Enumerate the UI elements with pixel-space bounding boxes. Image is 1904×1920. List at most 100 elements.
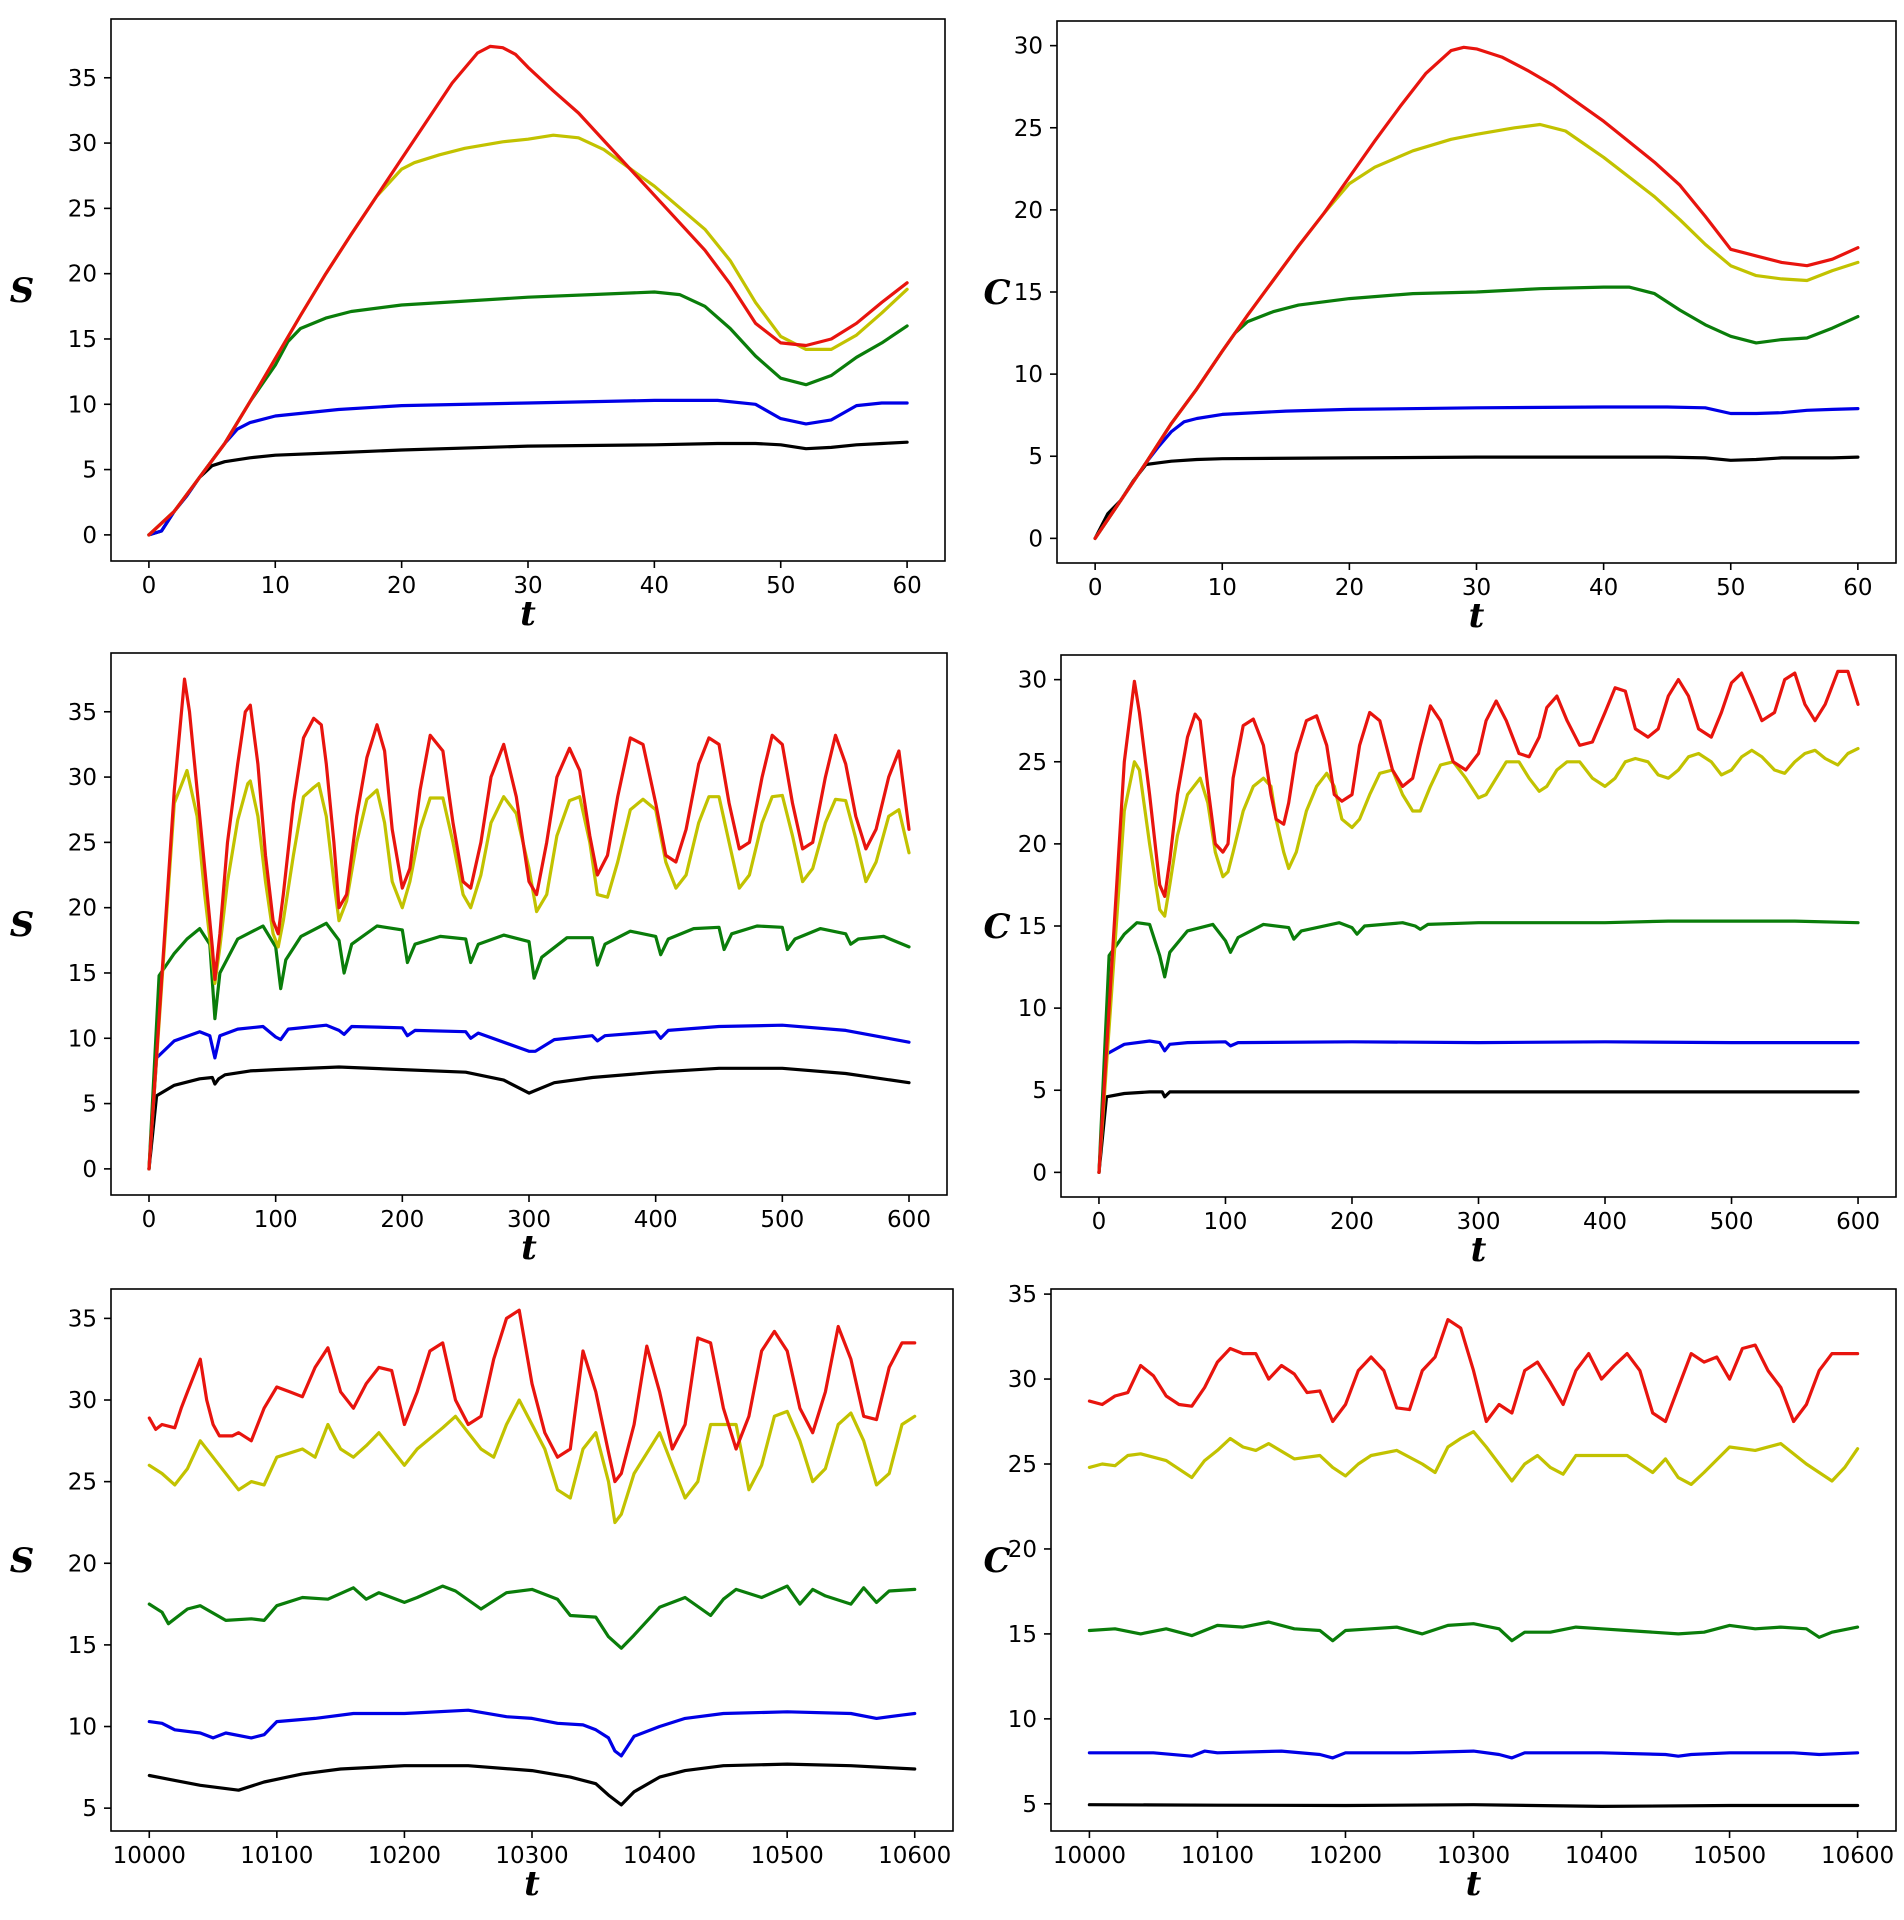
x-tick-label: 60 — [1843, 575, 1872, 601]
series-line-yellow — [1097, 746, 1860, 1175]
y-tick-label: 5 — [82, 458, 97, 484]
y-tick-label: 25 — [1008, 1452, 1037, 1478]
y-axis-label: C — [983, 273, 1010, 313]
series-group — [1093, 45, 1860, 541]
y-tick-label: 25 — [1018, 750, 1047, 776]
y-tick-label: 35 — [68, 66, 97, 92]
series-line-green — [1097, 919, 1860, 1175]
y-axis-label: C — [983, 1541, 1010, 1581]
series-line-red — [147, 1308, 917, 1484]
x-tick-label: 200 — [380, 1207, 424, 1233]
x-axis-label: t — [521, 1228, 537, 1268]
x-tick-label: 20 — [1335, 575, 1364, 601]
series-group — [147, 1308, 917, 1807]
series-line-green — [147, 921, 911, 1171]
x-tick-label: 0 — [1092, 1209, 1107, 1235]
y-tick-label: 15 — [1008, 1622, 1037, 1648]
y-tick-label: 0 — [1032, 1160, 1047, 1186]
x-axis-label: t — [1469, 596, 1485, 636]
series-line-yellow — [147, 768, 911, 1171]
series-line-black — [147, 1762, 917, 1807]
x-tick-label: 600 — [1836, 1209, 1880, 1235]
y-tick-label: 30 — [68, 131, 97, 157]
y-tick-label: 20 — [1008, 1537, 1037, 1563]
x-tick-label: 10400 — [1565, 1843, 1638, 1869]
y-tick-label: 0 — [1028, 526, 1043, 552]
x-tick-label: 500 — [1710, 1209, 1754, 1235]
series-line-green — [1087, 1620, 1860, 1643]
x-tick-label: 0 — [1088, 575, 1103, 601]
x-tick-label: 10300 — [495, 1843, 568, 1869]
series-line-red — [147, 44, 909, 537]
y-tick-label: 10 — [1008, 1707, 1037, 1733]
y-tick-label: 15 — [1018, 914, 1047, 940]
y-tick-label: 20 — [1018, 832, 1047, 858]
y-tick-label: 30 — [68, 1388, 97, 1414]
x-tick-label: 20 — [387, 573, 416, 599]
x-axis-label: t — [524, 1864, 540, 1904]
series-group — [1097, 669, 1860, 1175]
x-tick-label: 10200 — [1309, 1843, 1382, 1869]
y-tick-label: 20 — [68, 1551, 97, 1577]
x-tick-label: 10500 — [1693, 1843, 1766, 1869]
series-line-blue — [147, 1023, 911, 1171]
y-tick-label: 25 — [68, 196, 97, 222]
x-tick-label: 50 — [1716, 575, 1745, 601]
y-tick-label: 0 — [82, 523, 97, 549]
series-group — [1087, 1317, 1860, 1809]
chart-panel-s-medium: 0 100 200 300 400 500 600 0 5 10 15 20 25 30 35 t S — [10, 652, 948, 1268]
y-tick-label: 5 — [1028, 444, 1043, 470]
y-tick-label: 0 — [82, 1157, 97, 1183]
x-tick-label: 10000 — [113, 1843, 186, 1869]
series-line-yellow — [1087, 1430, 1860, 1487]
y-tick-label: 30 — [1018, 668, 1047, 694]
y-tick-label: 10 — [68, 1026, 97, 1052]
y-tick-label: 15 — [68, 961, 97, 987]
y-tick-label: 15 — [68, 327, 97, 353]
series-line-red — [1093, 45, 1860, 541]
chart-panel-c-long: 10000 10100 10200 10300 10400 10500 10600 5 10 15… — [983, 1282, 1897, 1904]
chart-panel-s-long: 10000 10100 10200 10300 10400 10500 10600 5 10 15… — [10, 1288, 954, 1904]
x-tick-label: 10000 — [1053, 1843, 1126, 1869]
x-axis-label: t — [520, 594, 536, 634]
series-line-blue — [1093, 405, 1860, 541]
y-axis-label: S — [10, 905, 35, 945]
x-tick-label: 10100 — [240, 1843, 313, 1869]
y-tick-label: 35 — [68, 1306, 97, 1332]
y-tick-label: 15 — [1014, 280, 1043, 306]
x-tick-label: 10500 — [751, 1843, 824, 1869]
y-axis-label: C — [983, 907, 1010, 947]
x-tick-label: 40 — [640, 573, 669, 599]
x-tick-label: 10300 — [1437, 1843, 1510, 1869]
series-line-black — [147, 1065, 911, 1171]
x-tick-label: 200 — [1330, 1209, 1374, 1235]
y-axis-label: S — [10, 271, 35, 311]
x-tick-label: 10600 — [1821, 1843, 1894, 1869]
series-line-red — [1097, 669, 1860, 1175]
series-line-black — [1087, 1803, 1860, 1809]
x-tick-label: 400 — [634, 1207, 678, 1233]
x-tick-label: 600 — [887, 1207, 931, 1233]
y-tick-label: 5 — [1032, 1078, 1047, 1104]
x-axis-label: t — [1471, 1230, 1487, 1270]
x-axis-label: t — [1466, 1864, 1482, 1904]
y-tick-label: 5 — [82, 1092, 97, 1118]
series-line-black — [1097, 1090, 1860, 1175]
x-tick-label: 10600 — [878, 1843, 951, 1869]
x-tick-label: 100 — [1204, 1209, 1248, 1235]
y-tick-label: 5 — [82, 1796, 97, 1822]
series-line-green — [147, 1584, 917, 1650]
y-tick-label: 10 — [1018, 996, 1047, 1022]
y-tick-label: 15 — [68, 1633, 97, 1659]
x-tick-label: 40 — [1589, 575, 1618, 601]
x-tick-label: 300 — [507, 1207, 551, 1233]
x-tick-label: 10 — [1208, 575, 1237, 601]
y-tick-label: 5 — [1022, 1792, 1037, 1818]
x-tick-label: 30 — [1462, 575, 1491, 601]
y-tick-label: 25 — [68, 1470, 97, 1496]
series-line-yellow — [147, 1398, 917, 1525]
chart-panel-s-short: 0 10 20 30 40 50 60 0 5 10 15 20 25 30 35 t S — [10, 18, 946, 634]
y-tick-label: 10 — [68, 392, 97, 418]
y-tick-label: 25 — [1014, 116, 1043, 142]
